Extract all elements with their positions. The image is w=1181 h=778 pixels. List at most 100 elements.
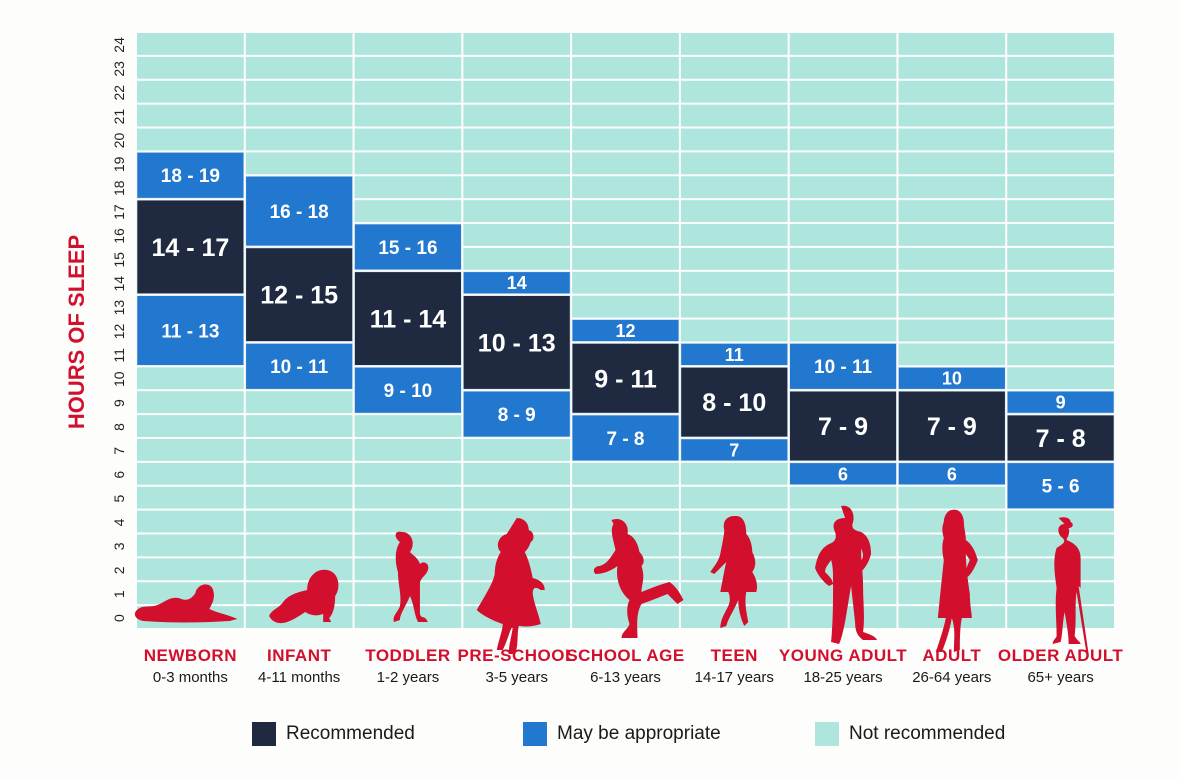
grid-cell-not-recommended	[463, 224, 571, 246]
block-may-be-appropriate: 16 - 18	[245, 175, 353, 247]
grid-cell-not-recommended	[680, 486, 788, 509]
block-rect	[245, 175, 353, 247]
grid-cell-not-recommended	[354, 486, 462, 509]
y-tick-label: 14	[111, 276, 127, 292]
grid-cell-not-recommended	[789, 295, 897, 318]
grid-cell-not-recommended	[789, 271, 897, 294]
grid-cell-not-recommended	[572, 486, 679, 509]
block-label: 7 - 9	[818, 413, 868, 441]
grid-cell-not-recommended	[137, 438, 244, 461]
category-age-range: 4-11 months	[258, 669, 340, 686]
grid-cell-not-recommended	[1007, 343, 1114, 366]
block-may-be-appropriate: 7 - 8	[571, 414, 680, 462]
block-label: 7 - 9	[927, 413, 977, 441]
grid-cell-not-recommended	[680, 295, 788, 318]
block-recommended: 7 - 8	[1006, 414, 1115, 462]
block-rect	[463, 390, 571, 438]
grid-cell-not-recommended	[137, 582, 244, 605]
older-adult-silhouette-icon	[1052, 517, 1089, 654]
block-label: 11	[725, 345, 744, 365]
grid-cell-not-recommended	[680, 56, 788, 79]
newborn-silhouette-icon	[134, 584, 238, 623]
block-may-be-appropriate: 5 - 6	[1006, 462, 1115, 509]
grid-cell-not-recommended	[354, 104, 462, 127]
category-name: ADULT	[922, 646, 981, 665]
grid-cell-not-recommended	[137, 462, 244, 485]
category-name: PRE-SCHOOL	[458, 646, 576, 665]
category-age-range: 6-13 years	[590, 669, 661, 686]
grid-cell-not-recommended	[245, 104, 353, 127]
legend-swatch-recommended	[252, 722, 276, 746]
block-label: 7 - 8	[1036, 425, 1086, 453]
grid-cell-not-recommended	[354, 462, 462, 485]
category-name: YOUNG ADULT	[779, 646, 907, 665]
sleep-chart: HOURS OF SLEEP 0123456789101112131415161…	[64, 33, 1123, 686]
grid-cell-not-recommended	[572, 56, 679, 79]
block-may-be-appropriate: 12	[571, 319, 680, 342]
y-tick-label: 22	[111, 85, 127, 101]
grid-cell-not-recommended	[1007, 367, 1114, 390]
grid-cell-not-recommended	[572, 152, 679, 175]
grid-cell-not-recommended	[1007, 295, 1114, 318]
grid-cell-not-recommended	[354, 606, 462, 628]
block-label: 9 - 11	[594, 365, 657, 393]
grid-cell-not-recommended	[137, 510, 244, 533]
block-rect	[571, 414, 680, 462]
category-name: SCHOOL AGE	[566, 646, 684, 665]
y-tick-label: 18	[111, 180, 127, 196]
grid-cell-not-recommended	[680, 271, 788, 294]
y-tick-label: 19	[111, 156, 127, 172]
block-may-be-appropriate: 6	[898, 462, 1006, 486]
grid-cell-not-recommended	[572, 606, 679, 628]
block-may-be-appropriate: 10 - 11	[245, 343, 353, 390]
y-tick-label: 5	[111, 495, 127, 503]
y-tick-label: 4	[111, 518, 127, 526]
grid-cell-not-recommended	[1007, 176, 1114, 199]
block-label: 5 - 6	[1042, 477, 1080, 498]
preschool-silhouette-icon	[476, 518, 545, 654]
grid-cell-not-recommended	[1007, 80, 1114, 103]
grid-cell-not-recommended	[354, 438, 462, 461]
grid-cell-not-recommended	[137, 56, 244, 79]
block-rect	[1006, 414, 1115, 462]
grid-cell-not-recommended	[898, 224, 1006, 246]
legend-swatch-may-be-appropriate	[523, 722, 547, 746]
grid-cell-not-recommended	[245, 56, 353, 79]
y-tick-label: 3	[111, 542, 127, 550]
legend-swatch-not-recommended	[815, 722, 839, 746]
grid-cell-not-recommended	[680, 128, 788, 151]
grid-cell-not-recommended	[137, 391, 244, 414]
grid-cell-not-recommended	[245, 486, 353, 509]
block-rect	[245, 343, 353, 390]
block-label: 10 - 13	[478, 329, 556, 357]
category-age-range: 14-17 years	[695, 669, 774, 686]
grid-cell-not-recommended	[898, 486, 1006, 509]
grid-cell-not-recommended	[137, 367, 244, 390]
grid-cell-not-recommended	[572, 247, 679, 270]
grid-cell-not-recommended	[354, 33, 462, 55]
grid-cell-not-recommended	[245, 128, 353, 151]
block-rect	[680, 343, 788, 366]
grid-cell-not-recommended	[572, 462, 679, 485]
grid-cell-not-recommended	[354, 152, 462, 175]
category-labels: NEWBORN 0-3 months INFANT 4-11 months TODDLE…	[144, 646, 1123, 686]
y-tick-label: 2	[111, 566, 127, 574]
block-rect	[571, 319, 680, 342]
grid-cell-not-recommended	[463, 152, 571, 175]
grid-cell-not-recommended	[898, 295, 1006, 318]
block-rect	[898, 367, 1006, 390]
block-label: 14	[507, 273, 527, 293]
grid-cell-not-recommended	[572, 510, 679, 533]
grid-cell-not-recommended	[354, 510, 462, 533]
grid-cell-not-recommended	[463, 462, 571, 485]
grid-cell-not-recommended	[680, 80, 788, 103]
y-axis-label: HOURS OF SLEEP	[64, 235, 89, 429]
block-may-be-appropriate: 11	[680, 343, 788, 366]
block-label: 9 - 10	[384, 381, 433, 402]
block-rect	[136, 152, 245, 199]
legend-label: Not recommended	[849, 723, 1006, 744]
grid-cell-not-recommended	[463, 247, 571, 270]
grid-cell-not-recommended	[572, 128, 679, 151]
grid-cell-not-recommended	[572, 104, 679, 127]
